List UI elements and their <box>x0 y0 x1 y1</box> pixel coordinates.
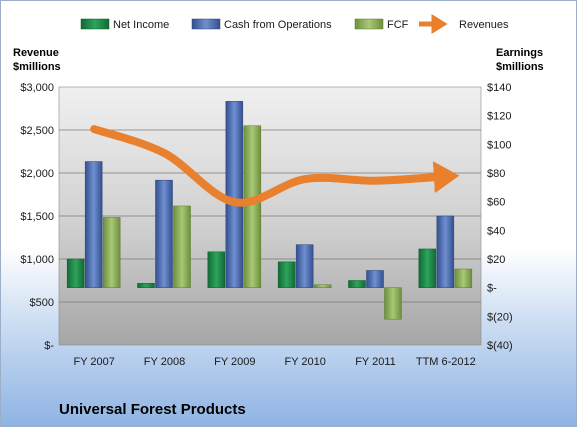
right-axis-ticks: $(40) $(20) $- $20 $40 $60 $80 $100 $120 $140 <box>487 82 513 352</box>
chart-title: Universal Forest Products <box>59 401 246 418</box>
left-axis-title-line2: $millions <box>13 61 61 73</box>
bar-net-income[interactable] <box>418 248 437 288</box>
legend-swatch-fcf <box>354 18 384 30</box>
category-label: FY 2008 <box>144 356 185 368</box>
gridlines <box>59 129 481 303</box>
legend-item-net-income[interactable]: Net Income <box>80 18 169 31</box>
category-label: FY 2010 <box>284 356 325 368</box>
bar-cash-from-operations[interactable] <box>436 215 455 288</box>
bar-cash-from-operations[interactable] <box>84 161 103 288</box>
bar-cash-from-operations[interactable] <box>225 101 244 288</box>
revenue-line <box>90 125 460 207</box>
right-tick-label: $- <box>487 283 497 295</box>
category-label: FY 2007 <box>73 356 114 368</box>
right-tick-label: $(20) <box>487 311 513 323</box>
category-label: FY 2009 <box>214 356 255 368</box>
left-axis-ticks: $- $500 $1,000 $1,500 $2,000 $2,500 $3,000 <box>20 82 54 352</box>
legend-swatch-cash-from-operations <box>191 18 221 30</box>
left-tick-label: $1,500 <box>20 211 54 223</box>
right-tick-label: $140 <box>487 82 511 94</box>
bar-cash-from-operations[interactable] <box>155 179 173 288</box>
bar-fcf[interactable] <box>384 287 402 320</box>
left-tick-label: $- <box>44 340 54 352</box>
right-tick-label: $120 <box>487 111 511 123</box>
legend-label-cash-from-operations: Cash from Operations <box>224 19 332 31</box>
bar-fcf[interactable] <box>102 217 121 288</box>
bar-net-income[interactable] <box>137 283 155 288</box>
bar-net-income[interactable] <box>277 261 296 288</box>
right-tick-label: $40 <box>487 225 505 237</box>
bar-fcf[interactable] <box>313 284 332 288</box>
bar-net-income[interactable] <box>348 280 366 288</box>
category-axis-ticks: FY 2007 FY 2008 FY 2009 FY 2010 FY 2011 TTM 6… <box>73 356 475 368</box>
bar-net-income[interactable] <box>207 251 226 288</box>
revenue-line-path[interactable] <box>90 125 460 207</box>
left-tick-label: $1,000 <box>20 254 54 266</box>
right-tick-label: $80 <box>487 168 505 180</box>
legend-label-net-income: Net Income <box>113 19 169 31</box>
left-tick-label: $2,500 <box>20 125 54 137</box>
bars <box>66 101 473 320</box>
bar-fcf[interactable] <box>173 205 191 288</box>
legend-label-revenues: Revenues <box>459 19 509 31</box>
right-axis-title-line2: $millions <box>496 61 544 73</box>
legend: Net Income Cash from Operations FCF Reve… <box>80 14 509 34</box>
legend-item-cash-from-operations[interactable]: Cash from Operations <box>191 18 332 31</box>
category-label: FY 2011 <box>355 356 396 368</box>
legend-item-fcf[interactable]: FCF <box>354 18 409 31</box>
bar-cash-from-operations[interactable] <box>366 270 384 288</box>
left-tick-label: $500 <box>30 297 54 309</box>
bar-fcf[interactable] <box>243 125 262 288</box>
right-tick-label: $100 <box>487 139 511 151</box>
left-axis-title-line1: Revenue <box>13 47 59 59</box>
right-tick-label: $(40) <box>487 340 513 352</box>
right-tick-label: $60 <box>487 197 505 209</box>
right-tick-label: $20 <box>487 254 505 266</box>
category-label: TTM 6-2012 <box>416 356 476 368</box>
bar-fcf[interactable] <box>454 268 473 288</box>
left-tick-label: $3,000 <box>20 82 54 94</box>
legend-swatch-net-income <box>80 18 110 30</box>
bar-cash-from-operations[interactable] <box>295 244 314 288</box>
legend-item-revenues[interactable]: Revenues <box>419 14 509 34</box>
right-axis-title-line1: Earnings <box>496 47 543 59</box>
left-tick-label: $2,000 <box>20 168 54 180</box>
legend-label-fcf: FCF <box>387 19 409 31</box>
bar-net-income[interactable] <box>66 258 85 288</box>
